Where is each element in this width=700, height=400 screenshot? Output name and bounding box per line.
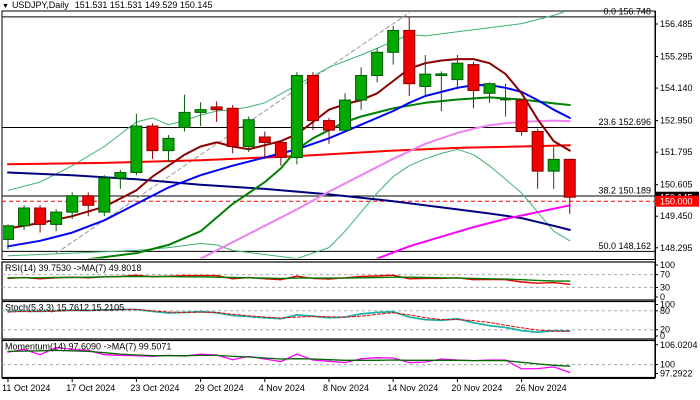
svg-text:20 Nov 2024: 20 Nov 2024: [451, 383, 502, 393]
candle-23-Oct: [130, 113, 143, 176]
svg-text:154.140: 154.140: [660, 83, 693, 93]
price-axis[interactable]: 156.485 155.295 154.140 152.950 151.795 150.6…: [655, 11, 699, 378]
panel-label-stochastic: Stoch(5,3,3) 15.7612 15.2105: [5, 303, 124, 313]
svg-text:100: 100: [660, 300, 675, 310]
svg-text:97.2922: 97.2922: [660, 369, 693, 379]
candle-25-Nov: [500, 83, 512, 117]
svg-text:149.450: 149.450: [660, 211, 693, 221]
svg-text:148.295: 148.295: [660, 243, 693, 253]
svg-text:20: 20: [660, 325, 670, 335]
overlay-ma-magenta: [375, 204, 571, 259]
candle-8-Nov: [323, 117, 335, 144]
svg-text:14 Nov 2024: 14 Nov 2024: [387, 383, 438, 393]
svg-text:30: 30: [660, 282, 670, 292]
candle-31-Oct: [226, 105, 239, 154]
overlay-ma-blue: [7, 84, 571, 248]
chart-title-bar: ▼ USDJPY,Daily 151.531 151.531 149.529 150…: [2, 0, 212, 11]
svg-text:156.485: 156.485: [660, 19, 693, 29]
candle-29-Oct: [194, 102, 207, 127]
overlay-ma-maroon: [7, 58, 571, 230]
candle-14-Oct: [18, 205, 31, 230]
svg-text:Stoch(5,3,3) 15.7612 15.2105: Stoch(5,3,3) 15.7612 15.2105: [5, 303, 124, 313]
panel-label-rsi: RSI(14) 39.7530 ->MA(7) 49.8018: [5, 263, 141, 273]
candle-22-Oct: [114, 169, 127, 189]
svg-text:Momentum(14) 97.6090 ->MA(7): Momentum(14) 97.6090 ->MA(7) 99.5071: [5, 342, 171, 352]
candle-15-Nov: [403, 16, 416, 96]
chart-title-symbol: USDJPY,Daily: [11, 0, 69, 10]
overlay-ma-red: [7, 144, 571, 166]
candle-17-Oct: [66, 192, 79, 219]
svg-text:50.0 148.162: 50.0 148.162: [598, 241, 651, 251]
candle-13-Nov: [371, 48, 384, 83]
panel-label-momentum: Momentum(14) 97.6090 ->MA(7) 99.5071: [5, 342, 171, 352]
candle-28-Oct: [178, 94, 191, 132]
svg-text:150.605: 150.605: [660, 180, 693, 190]
candle-29-Nov: [563, 158, 576, 215]
candle-11-Nov: [339, 93, 352, 132]
candle-16-Oct: [50, 209, 63, 232]
svg-text:100: 100: [660, 360, 675, 370]
svg-text:100: 100: [660, 260, 675, 270]
candle-1-Nov: [242, 116, 255, 153]
svg-text:151.795: 151.795: [660, 147, 693, 157]
overlay-ma-navy: [7, 171, 571, 231]
panel-momentum[interactable]: Momentum(14) 97.6090 ->MA(7) 99.5071 106.…: [1, 340, 698, 379]
candle-5-Nov: [274, 141, 287, 166]
candle-28-Nov: [547, 147, 560, 189]
svg-text:11 Oct 2024: 11 Oct 2024: [2, 383, 50, 393]
svg-text:106.0204: 106.0204: [660, 340, 698, 350]
candle-25-Oct: [162, 135, 175, 162]
candle-19-Nov: [435, 71, 448, 112]
svg-text:70: 70: [660, 270, 670, 280]
candle-12-Nov: [355, 67, 368, 110]
svg-text:23.6 152.696: 23.6 152.696: [598, 117, 651, 127]
svg-text:17 Oct 2024: 17 Oct 2024: [66, 383, 115, 393]
candle-11-Oct: [3, 224, 14, 250]
svg-text:152.950: 152.950: [660, 116, 693, 126]
svg-text:4 Nov 2024: 4 Nov 2024: [259, 383, 305, 393]
alert-price-tag: 150.000: [655, 195, 699, 207]
candle-7-Nov: [306, 72, 319, 131]
candle-27-Nov: [531, 128, 544, 189]
candle-30-Oct: [210, 101, 223, 122]
chart-title-ohlc: 151.531 151.531 149.529 150.145: [74, 0, 213, 10]
svg-text:8 Nov 2024: 8 Nov 2024: [323, 383, 369, 393]
candle-18-Nov: [419, 55, 432, 96]
svg-text:150.000: 150.000: [660, 197, 693, 207]
svg-text:23 Oct 2024: 23 Oct 2024: [130, 383, 179, 393]
candle-6-Nov: [290, 72, 303, 165]
svg-text:155.295: 155.295: [660, 52, 693, 62]
symbol-dropdown-icon[interactable]: ▼: [2, 3, 9, 10]
svg-text:RSI(14) 39.7530 ->MA(7) 49.80: RSI(14) 39.7530 ->MA(7) 49.8018: [5, 263, 141, 273]
candle-24-Oct: [146, 123, 159, 159]
candle-22-Nov: [483, 82, 496, 103]
candle-18-Oct: [82, 192, 95, 217]
svg-text:0.0 156.748: 0.0 156.748: [603, 6, 651, 16]
svg-text:80: 80: [660, 306, 670, 316]
time-axis[interactable]: 11 Oct 2024 17 Oct 2024 23 Oct 2024 29 Oct …: [2, 378, 655, 393]
overlay-ma-green: [86, 96, 571, 259]
svg-text:29 Oct 2024: 29 Oct 2024: [195, 383, 244, 393]
candle-20-Nov: [451, 55, 464, 90]
candle-14-Nov: [387, 25, 400, 65]
candles: [3, 16, 576, 250]
svg-text:38.2 150.189: 38.2 150.189: [598, 186, 651, 196]
svg-text:26 Nov 2024: 26 Nov 2024: [516, 383, 567, 393]
candle-21-Oct: [98, 175, 111, 217]
svg-text:0: 0: [660, 292, 665, 302]
candle-26-Nov: [515, 98, 528, 136]
candle-21-Nov: [467, 61, 480, 109]
svg-text:0: 0: [660, 331, 665, 341]
candle-15-Oct: [34, 205, 47, 233]
candle-4-Nov: [258, 131, 271, 159]
